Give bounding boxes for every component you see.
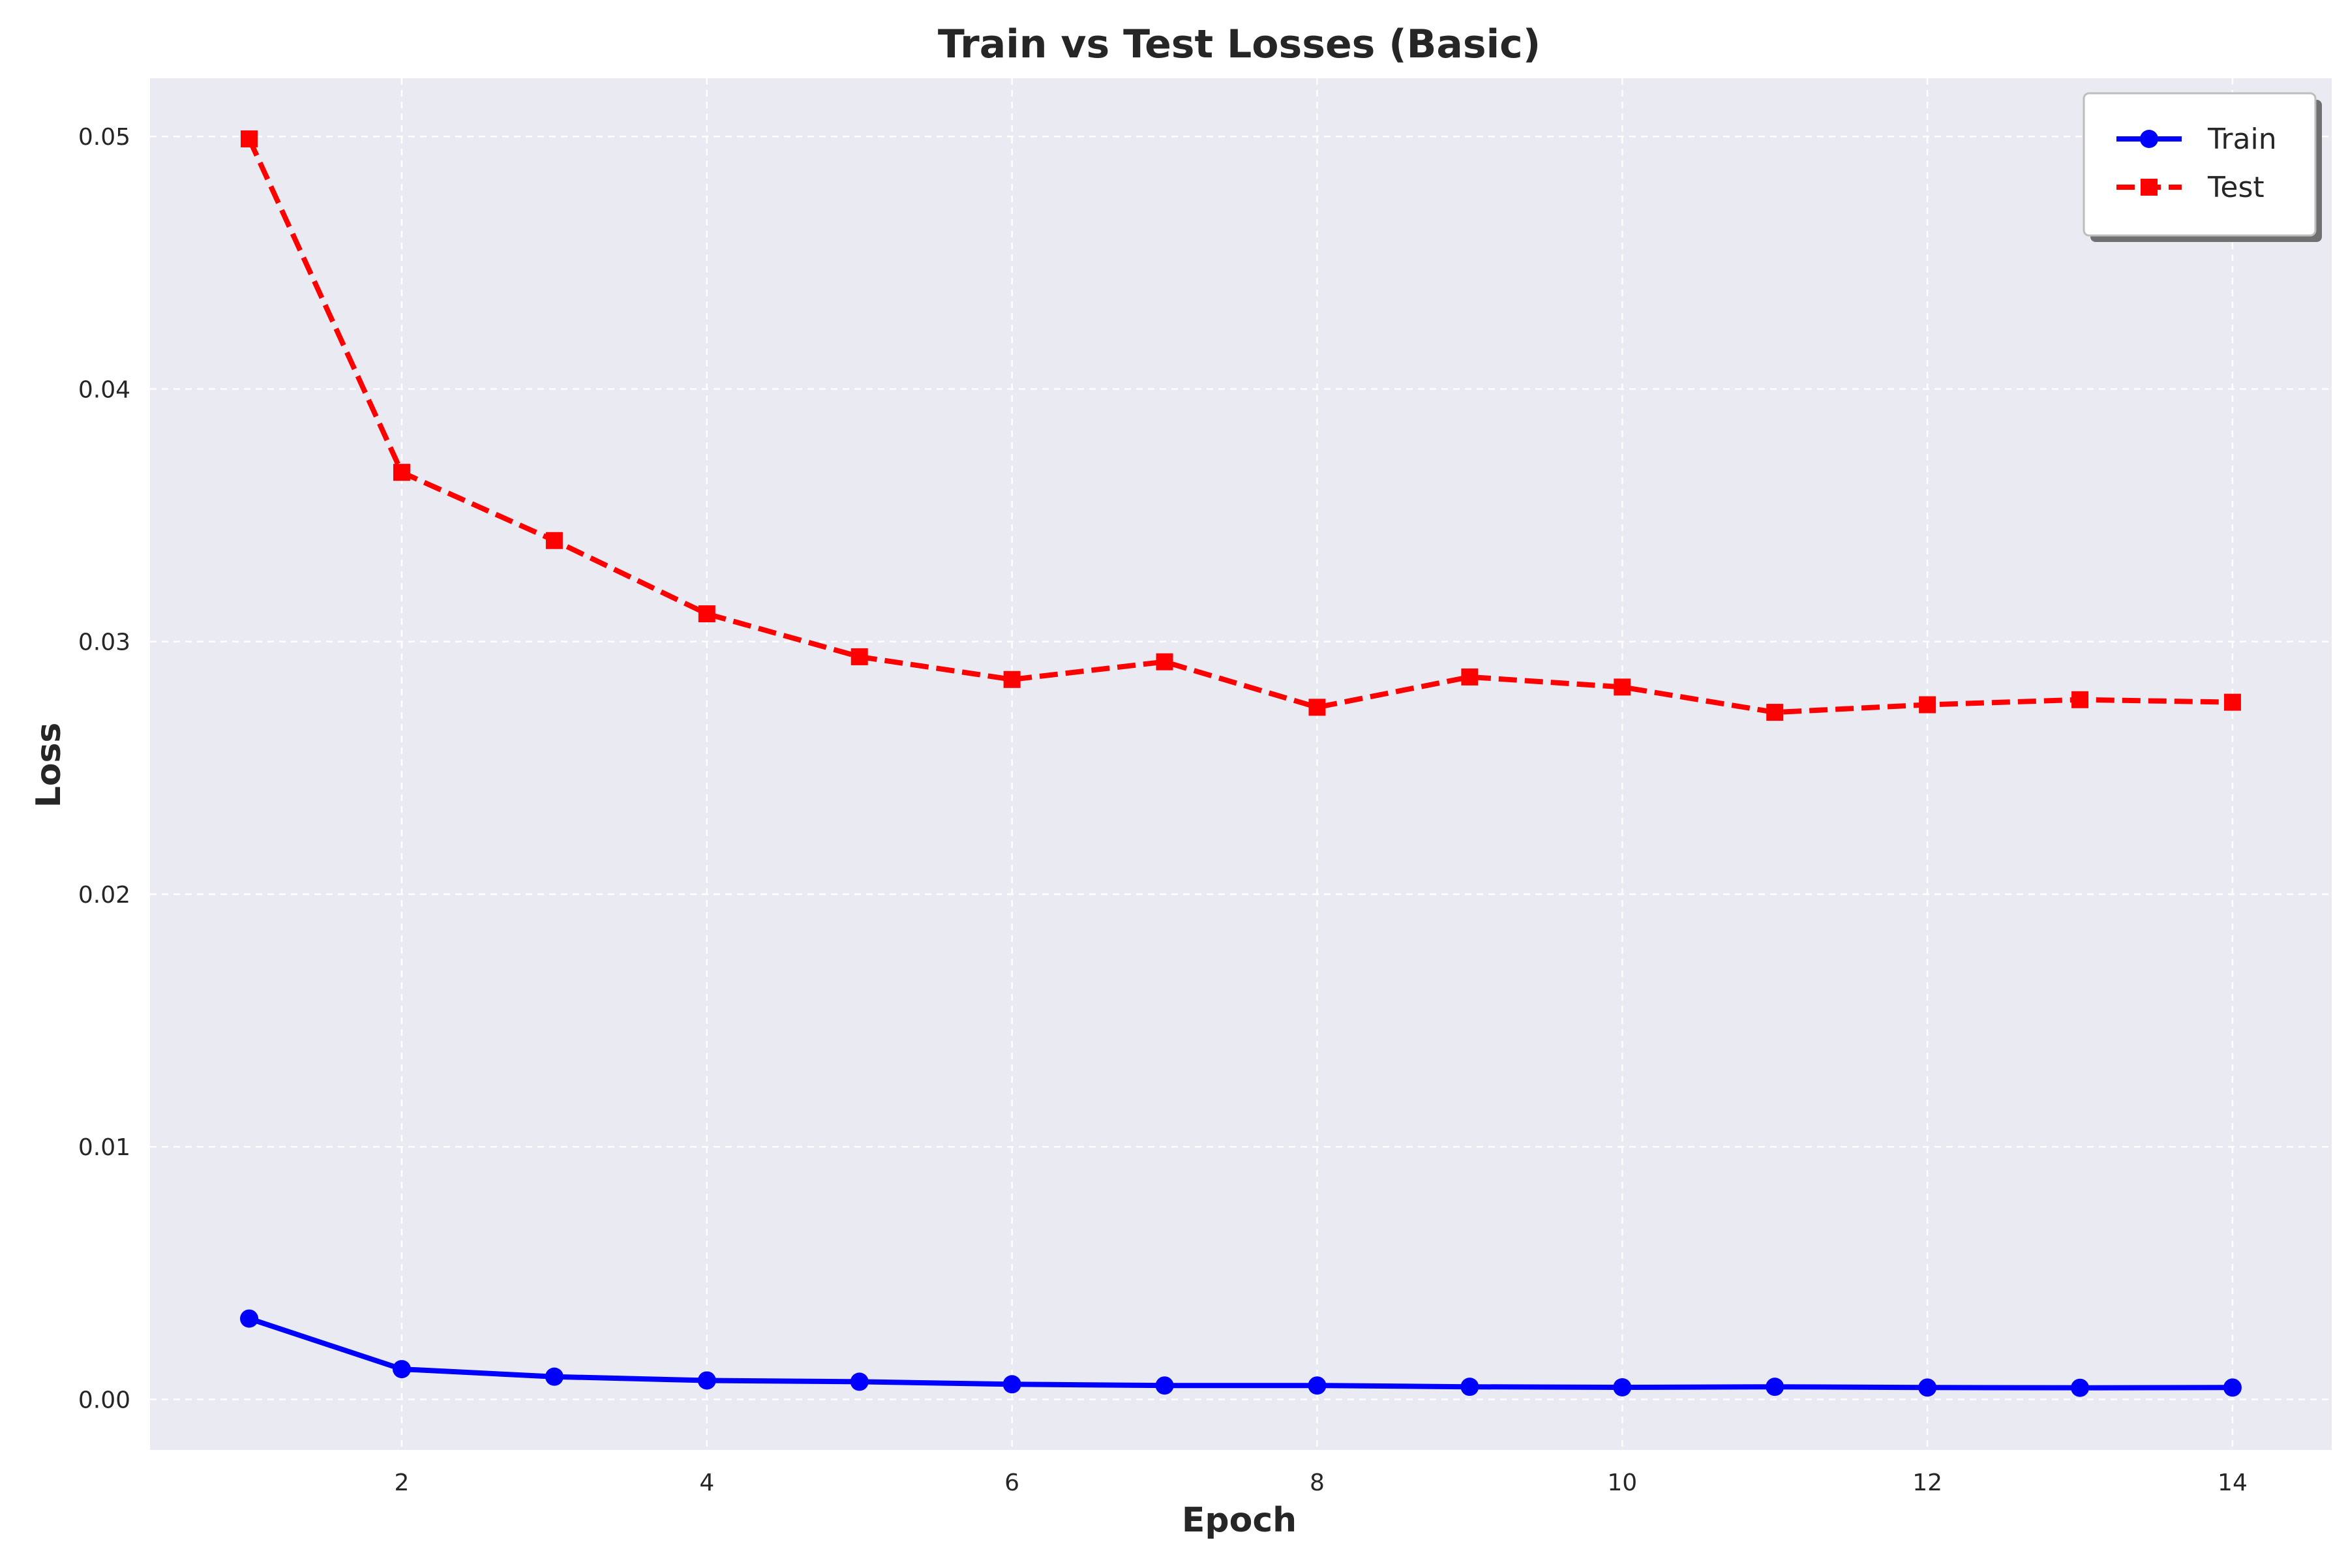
y-tick-label: 0.00 [78,1387,130,1414]
y-tick-label: 0.04 [78,376,130,403]
series-test [241,130,2241,721]
x-tick-label: 10 [1607,1470,1637,1496]
data-point-test [1919,696,1936,714]
y-tick-label: 0.03 [78,629,130,656]
y-tick-label: 0.05 [78,124,130,151]
data-point-train [545,1367,564,1386]
data-point-test [1156,653,1173,671]
legend-item-train: Train [2116,123,2277,156]
data-point-train [392,1360,411,1379]
x-tick-label: 12 [1912,1470,1942,1496]
x-axis-label: Epoch [1182,1501,1297,1540]
series-line-test [247,138,2233,716]
y-axis-label: Loss [29,723,68,808]
data-point-train [1918,1378,1937,1397]
x-tick-label: 6 [1004,1470,1019,1496]
data-point-test [1003,671,1021,688]
data-point-train [2071,1378,2090,1397]
legend-item-test: Test [2116,171,2265,204]
plot-area [150,78,2332,1450]
data-point-train [1460,1378,1479,1396]
x-tick-label: 2 [395,1470,410,1496]
data-point-test [1614,678,1631,696]
data-point-train [240,1309,259,1328]
y-tick-label: 0.02 [78,882,130,909]
x-tick-label: 8 [1310,1470,1325,1496]
data-point-train [2223,1378,2242,1397]
y-axis-ticks: 0.00 0.01 0.02 0.03 0.04 0.05 [78,124,130,1413]
data-point-test [698,605,715,623]
series-layer [240,130,2242,1397]
data-point-test [241,130,258,147]
y-tick-label: 0.01 [78,1134,130,1161]
data-point-train [697,1371,716,1390]
data-point-train [1613,1378,1632,1396]
data-point-test [1461,668,1479,686]
chart-title: Train vs Test Losses (Basic) [938,22,1541,67]
data-point-test [545,532,563,549]
grid-lines [150,78,2332,1450]
series-train [240,1309,2242,1397]
data-point-test [393,464,410,481]
data-point-test [1766,704,1784,721]
legend: Train Test [2083,92,2322,242]
data-point-train [1308,1376,1327,1395]
data-point-train [1155,1376,1174,1395]
legend-label-train: Train [2207,123,2277,156]
legend-marker-test [2141,179,2158,196]
data-point-train [1002,1375,1021,1394]
data-point-test [1308,699,1326,716]
legend-box [2083,92,2317,237]
legend-label-test: Test [2207,171,2265,204]
series-line-train [248,1316,2233,1391]
data-point-test [850,648,868,665]
x-tick-label: 4 [699,1470,714,1496]
data-point-train [850,1372,869,1391]
x-axis-ticks: 2 4 6 8 10 12 14 [395,1470,2248,1496]
legend-marker-train [2140,130,2158,148]
data-point-train [1766,1378,1784,1396]
data-point-test [2223,693,2241,711]
data-point-test [2071,691,2089,708]
x-tick-label: 14 [2218,1470,2248,1496]
